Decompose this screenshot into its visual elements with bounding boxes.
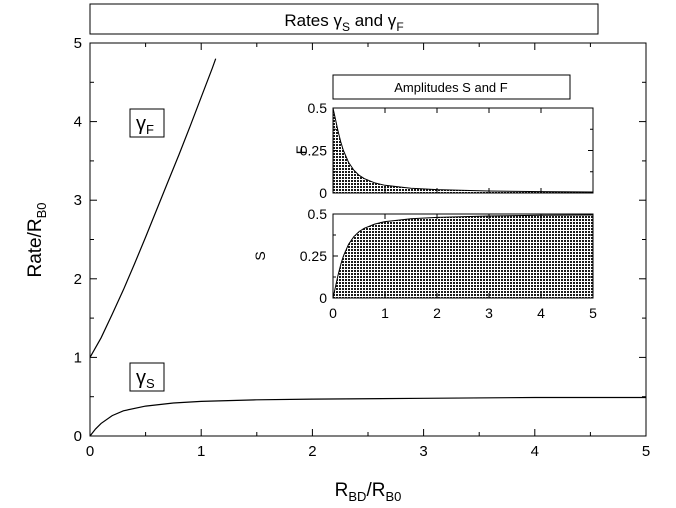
main-y-tick-label: 1 — [74, 349, 82, 366]
gamma-s-label-box — [129, 362, 165, 392]
inset-y-tick-label: 0.25 — [300, 143, 327, 159]
gamma-f-label: γF — [136, 113, 154, 137]
inset-y-tick-label: 0 — [319, 290, 327, 306]
main-y-tick-label: 2 — [74, 271, 82, 288]
inset-title: Amplitudes S and F — [394, 80, 508, 95]
inset-fill-group — [332, 107, 594, 299]
inset-title-box — [332, 74, 571, 100]
inset-s-area — [333, 215, 593, 298]
inset-y-tick-label: 0.5 — [308, 206, 328, 222]
inset-f-curve — [332, 107, 594, 193]
main-x-tick-label: 1 — [197, 443, 205, 460]
inset-y-tick-label: 0.25 — [300, 248, 327, 264]
inset-s-curve — [332, 214, 594, 299]
main-y-tick-label: 5 — [74, 35, 82, 52]
inset-x-tick-label: 0 — [329, 305, 337, 321]
inset-axis-ticks: 0 0.25 0.5 0 0.25 0.5 0 1 2 3 4 5 — [300, 100, 597, 321]
inset-x-tick-label: 4 — [537, 305, 545, 321]
main-series-group — [89, 58, 646, 437]
main-x-tick-label: 3 — [419, 443, 427, 460]
main-x-tick-label: 4 — [531, 443, 539, 460]
gamma-f-label-box — [129, 108, 165, 138]
main-y-tick-label: 4 — [74, 114, 82, 131]
main-title-box — [89, 3, 599, 35]
inset-top-panel-bg — [333, 108, 593, 193]
main-x-tick-label: 5 — [642, 443, 650, 460]
inset-x-tick-label: 2 — [433, 305, 441, 321]
inset-y-tick-label: 0.5 — [308, 100, 328, 116]
main-x-tick-label: 0 — [86, 443, 94, 460]
inset-y-tick-label: 0 — [319, 185, 327, 201]
main-y-tick-label: 3 — [74, 192, 82, 209]
main-y-axis-label: Rate/RB0 — [25, 202, 49, 277]
main-x-axis-label: RBD/RB0 — [335, 480, 402, 504]
inset-x-tick-label: 5 — [589, 305, 597, 321]
gamma-f-curve — [89, 58, 217, 358]
inset-chart: Amplitudes S and F 0 0.25 0.5 0 0.25 0.5 0 1 2 3 4… — [252, 74, 597, 321]
main-title: Rates γS and γF — [284, 11, 403, 34]
inset-f-axis-label: F — [293, 146, 309, 155]
main-x-tick-label: 2 — [308, 443, 316, 460]
main-y-tick-label: 0 — [74, 428, 82, 445]
gamma-s-label: γS — [136, 367, 155, 391]
inset-x-tick-label: 1 — [381, 305, 389, 321]
gamma-s-curve — [89, 396, 646, 437]
main-axis-ticks: 0 1 2 3 4 5 0 1 2 3 4 5 — [74, 35, 651, 460]
inset-x-tick-label: 3 — [485, 305, 493, 321]
inset-s-axis-label: S — [252, 251, 268, 260]
inset-f-area — [333, 108, 593, 193]
